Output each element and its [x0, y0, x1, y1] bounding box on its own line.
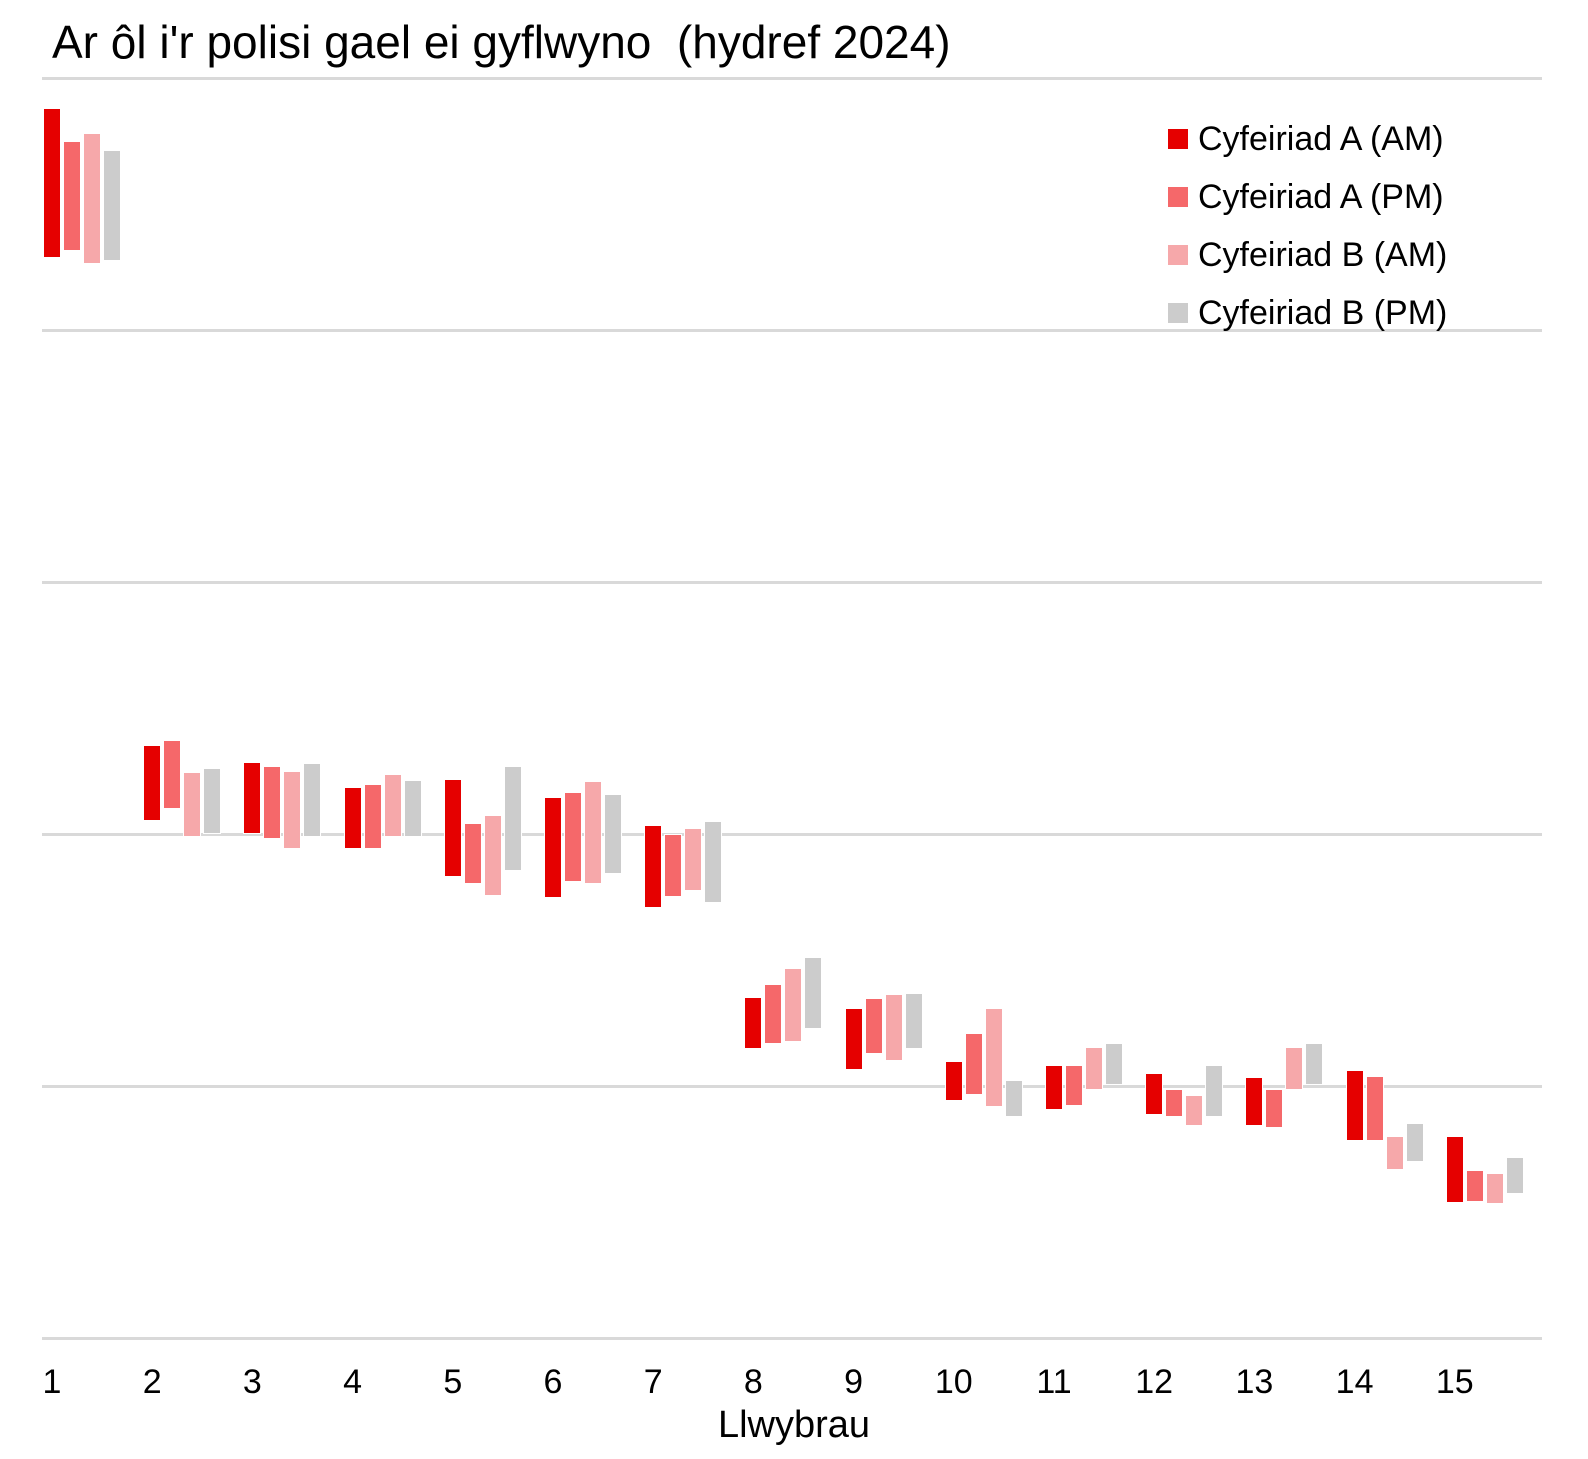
x-tick-label: 8	[743, 1363, 763, 1401]
bar	[1385, 1136, 1404, 1171]
bar	[1004, 1079, 1023, 1118]
bar	[443, 778, 462, 877]
bar	[564, 792, 582, 882]
legend-label: Cyfeiriad B (PM)	[1198, 294, 1448, 332]
gridline	[42, 328, 1542, 332]
x-tick-label: 3	[242, 1363, 262, 1401]
bar	[544, 797, 562, 899]
bar	[403, 779, 422, 837]
bar	[944, 1060, 963, 1102]
legend-item-a-pm: Cyfeiriad A (PM)	[1168, 168, 1447, 226]
bar	[1105, 1043, 1123, 1085]
bar	[1365, 1075, 1384, 1142]
gridline	[42, 1084, 1542, 1088]
bar	[303, 763, 322, 837]
legend: Cyfeiriad A (AM) Cyfeiriad A (PM) Cyfeir…	[1168, 110, 1447, 342]
x-tick-label: 15	[1435, 1363, 1474, 1401]
x-tick-label: 13	[1235, 1363, 1274, 1401]
legend-swatch-icon	[1168, 129, 1188, 149]
bar	[1265, 1088, 1284, 1128]
bar	[984, 1007, 1003, 1108]
bar	[904, 992, 923, 1050]
bar	[1285, 1046, 1304, 1090]
bar	[183, 772, 202, 837]
legend-item-b-pm: Cyfeiriad B (PM)	[1168, 284, 1447, 342]
bar	[383, 773, 402, 837]
legend-swatch-icon	[1168, 187, 1188, 207]
gridline	[42, 832, 1542, 836]
legend-item-b-am: Cyfeiriad B (AM)	[1168, 226, 1447, 284]
bar	[744, 996, 763, 1050]
bar	[1145, 1073, 1164, 1115]
bar	[1345, 1069, 1364, 1142]
bar	[704, 821, 723, 904]
x-tick-label: 4	[343, 1363, 363, 1401]
bar	[503, 765, 522, 871]
bar	[844, 1007, 863, 1070]
bar	[1065, 1064, 1083, 1107]
bar	[283, 771, 302, 850]
x-tick-label: 5	[443, 1363, 463, 1401]
bar	[684, 827, 703, 891]
bar	[1305, 1043, 1324, 1085]
x-tick-label: 7	[643, 1363, 663, 1401]
bar	[644, 825, 663, 909]
bar	[1445, 1136, 1464, 1204]
bar	[604, 793, 622, 875]
plot-area	[42, 76, 1542, 1340]
bar	[343, 787, 362, 850]
gridline	[42, 1336, 1542, 1340]
x-tick-label: 12	[1135, 1363, 1174, 1401]
gridline	[42, 76, 1542, 80]
legend-item-a-am: Cyfeiriad A (AM)	[1168, 110, 1447, 168]
bar	[1505, 1156, 1524, 1195]
bar	[103, 149, 121, 261]
bar	[764, 983, 783, 1045]
legend-label: Cyfeiriad B (AM)	[1198, 236, 1448, 274]
bar	[1245, 1077, 1264, 1127]
legend-swatch-icon	[1168, 245, 1188, 265]
bar	[483, 815, 502, 896]
bar	[1185, 1094, 1204, 1127]
bar	[83, 133, 101, 265]
bar	[263, 765, 282, 840]
bar	[1405, 1122, 1424, 1162]
bar	[1165, 1088, 1184, 1118]
x-tick-label: 9	[844, 1363, 864, 1401]
bar	[1465, 1170, 1484, 1202]
x-tick-label: 1	[42, 1363, 62, 1401]
bar	[243, 762, 262, 834]
legend-label: Cyfeiriad A (PM)	[1198, 178, 1444, 216]
x-tick-label: 10	[934, 1363, 973, 1401]
x-tick-label: 6	[543, 1363, 563, 1401]
bar	[884, 994, 903, 1061]
bar	[664, 834, 683, 897]
bar	[43, 108, 61, 259]
x-axis-label: Llwybrau	[717, 1404, 871, 1446]
chart-title: Ar ôl i'r polisi gael ei gyflwyno (hydre…	[52, 16, 951, 68]
bar	[463, 822, 482, 885]
bar	[1045, 1064, 1063, 1110]
bar	[864, 997, 883, 1055]
bar	[63, 141, 81, 251]
bar	[203, 768, 222, 834]
bar	[964, 1033, 983, 1095]
legend-label: Cyfeiriad A (AM)	[1198, 120, 1444, 158]
legend-swatch-icon	[1168, 303, 1188, 323]
bar	[1205, 1064, 1224, 1118]
x-tick-label: 2	[142, 1363, 162, 1401]
bar	[143, 744, 162, 822]
gridline	[42, 580, 1542, 584]
x-tick-label: 11	[1036, 1363, 1072, 1401]
bar	[163, 739, 182, 809]
bar	[584, 781, 602, 885]
bar	[1085, 1046, 1103, 1090]
bar	[1485, 1172, 1504, 1205]
x-tick-label: 14	[1335, 1363, 1374, 1401]
bar	[804, 957, 823, 1030]
bar	[363, 783, 382, 850]
bar	[784, 967, 803, 1042]
